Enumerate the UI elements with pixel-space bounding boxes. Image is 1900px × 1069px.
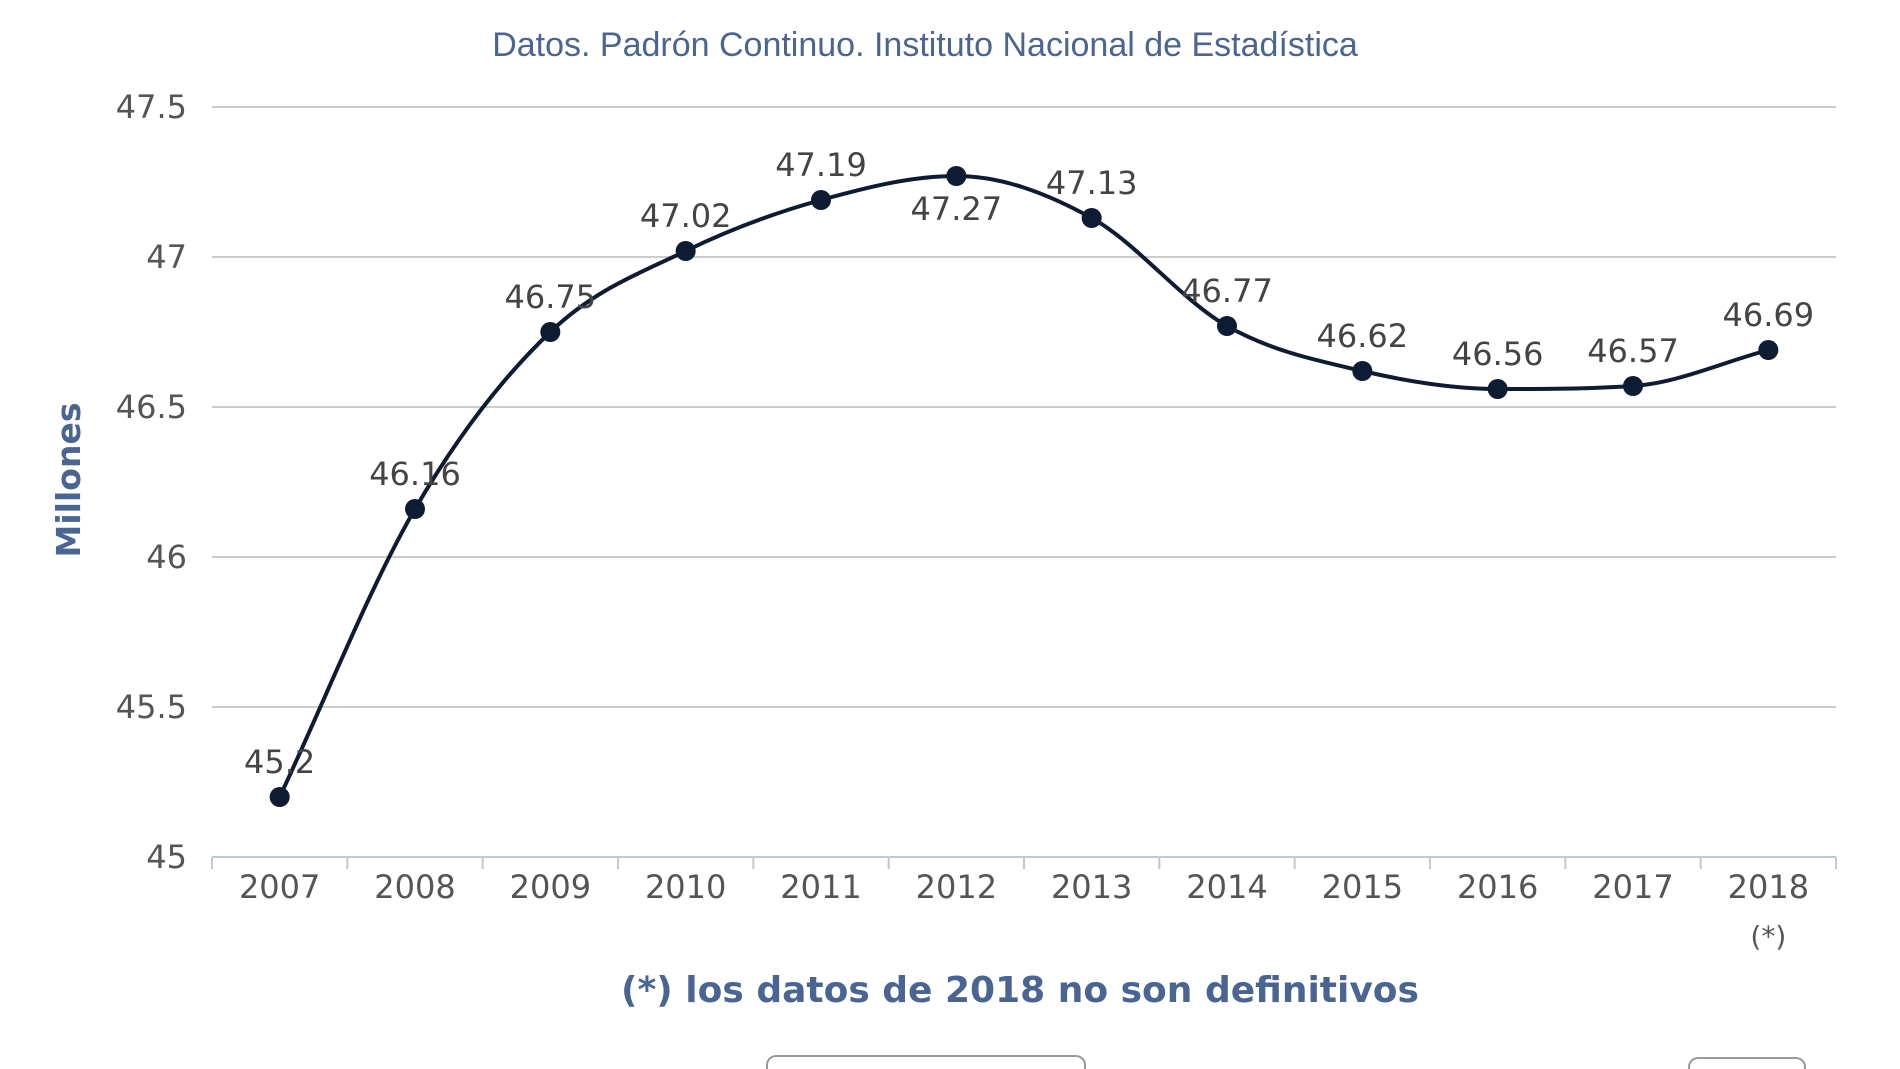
x-tick-label: 2009: [510, 868, 591, 906]
data-label: 46.69: [1723, 296, 1815, 334]
data-point: [1758, 340, 1779, 360]
data-label: 46.62: [1317, 317, 1409, 355]
x-axis: [211, 856, 1837, 869]
data-point: [405, 499, 425, 519]
data-point: [1623, 376, 1643, 396]
data-label: 46.56: [1452, 335, 1544, 373]
data-label: 47.02: [640, 197, 732, 235]
series-line: [277, 173, 1769, 798]
data-label: 45.2: [244, 743, 315, 781]
series-line-layer: [277, 173, 1769, 798]
data-label: 46.57: [1587, 332, 1679, 370]
x-tick-label: 2016: [1457, 868, 1538, 906]
data-point: [946, 166, 967, 186]
x-tick-label: 2008: [374, 868, 455, 906]
x-tick-label: 2018: [1728, 868, 1809, 906]
y-tick-label: 45.5: [116, 688, 187, 726]
x-tick-label: 2012: [916, 868, 997, 906]
data-label: 46.77: [1181, 272, 1273, 310]
y-tick-label: 47: [146, 238, 187, 276]
data-points: [269, 166, 1779, 807]
chart-subtitle: Datos. Padrón Continuo. Instituto Nacion…: [492, 26, 1358, 64]
data-label: 47.19: [775, 146, 867, 184]
y-axis-label: Millones: [49, 403, 88, 558]
data-label: 46.16: [369, 455, 461, 493]
gridlines: [212, 106, 1836, 708]
x-tick-label: 2014: [1186, 868, 1267, 906]
data-labels: 45.2 46.16 46.75 47.02 47.19 47.27 47.13 46.77 4…: [244, 146, 1814, 781]
data-point: [811, 190, 831, 210]
data-point: [675, 241, 696, 261]
x-tick-label: 2007: [239, 868, 320, 906]
chart-control-button[interactable]: [766, 1055, 1086, 1069]
chart-footnote: (*) los datos de 2018 no son definitivos: [621, 970, 1419, 1011]
data-point: [1487, 379, 1508, 399]
chart-menu-button[interactable]: [1688, 1057, 1806, 1069]
y-tick-label: 47.5: [116, 88, 187, 126]
y-tick-label: 46: [146, 538, 187, 576]
data-point: [1352, 361, 1373, 381]
x-tick-label: 2015: [1322, 868, 1403, 906]
data-label: 47.27: [911, 190, 1003, 228]
data-label: 47.13: [1046, 164, 1138, 202]
data-label: 46.75: [505, 278, 597, 316]
x-tick-label: 2017: [1592, 868, 1673, 906]
x-tick-label: 2013: [1051, 868, 1132, 906]
data-point: [540, 322, 561, 342]
x-tick-note: (*): [1750, 920, 1786, 953]
y-tick-label: 45: [146, 838, 187, 876]
data-point: [1081, 208, 1102, 228]
data-point: [1217, 316, 1237, 336]
x-tick-label: 2010: [645, 868, 726, 906]
x-axis-ticks: 2007 2008 2009 2010 2011 2012 2013 2014 2015 2016…: [239, 868, 1809, 953]
x-tick-label: 2011: [780, 868, 861, 906]
data-point: [269, 787, 290, 807]
y-tick-label: 46.5: [116, 388, 187, 426]
y-axis-ticks: 45 45.5 46 46.5 47 47.5: [116, 88, 187, 876]
